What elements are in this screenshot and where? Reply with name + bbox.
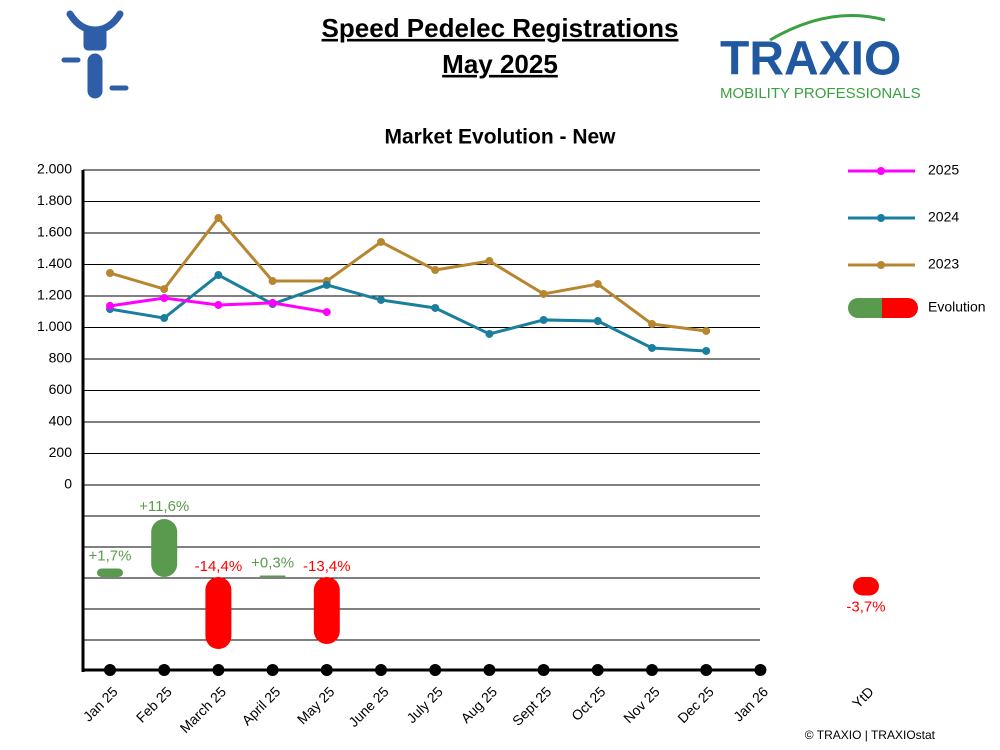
- series-point: [702, 326, 711, 335]
- series-point: [539, 315, 548, 324]
- logo: TRAXIO: [720, 33, 901, 86]
- series-point: [322, 308, 331, 317]
- y-tick-label: 2.000: [37, 161, 72, 177]
- series-point: [106, 269, 114, 278]
- x-tick-dot: [320, 664, 333, 676]
- lower-grid: [83, 515, 760, 641]
- y-tick-label: 1.800: [37, 192, 72, 208]
- evolution-bar: [259, 575, 286, 577]
- x-tick-dot: [591, 664, 604, 676]
- evolution-bar: [205, 577, 232, 649]
- legend-dot: [877, 167, 885, 175]
- y-tick-label: 600: [49, 381, 73, 397]
- series-point: [648, 343, 656, 352]
- series-point: [377, 237, 385, 246]
- series-point: [322, 280, 331, 289]
- page-subtitle: May 2025: [442, 49, 558, 79]
- evolution-label: +11,6%: [139, 498, 189, 515]
- legend-label: 2025: [928, 162, 959, 178]
- series-point: [702, 346, 711, 355]
- footer: © TRAXIO | TRAXIOstat: [805, 728, 936, 742]
- x-tick-dot: [646, 664, 658, 676]
- ytd-bar: [853, 577, 879, 596]
- y-tick-label: 400: [49, 413, 73, 429]
- legend-swatch: [872, 298, 918, 318]
- logo-swoosh: [769, 14, 886, 42]
- y-tick-label: 800: [49, 350, 73, 366]
- series-point: [268, 298, 277, 307]
- series-point: [214, 271, 223, 280]
- series-point: [377, 295, 385, 304]
- logo-tagline: MOBILITY PROFESSIONALS: [720, 85, 921, 102]
- page-title: Speed Pedelec Registrations: [322, 13, 679, 43]
- series-point: [431, 303, 440, 312]
- series-point: [160, 314, 169, 323]
- x-tick-dot: [212, 664, 225, 676]
- legend-dot: [877, 214, 885, 222]
- x-tick-dot: [104, 664, 116, 676]
- x-tick-dot: [429, 664, 442, 676]
- chart-title: Market Evolution - New: [384, 126, 616, 149]
- x-tick-dot: [537, 664, 550, 676]
- scooter-icon: [61, 10, 129, 99]
- series-point: [485, 257, 494, 266]
- x-tick-dot: [754, 664, 767, 676]
- x-tick-dot: [483, 664, 496, 676]
- y-tick-label: 1.600: [37, 224, 72, 240]
- x-tick-dot: [266, 664, 279, 676]
- legend-label: 2023: [928, 256, 959, 272]
- ytd-label: -3,7%: [846, 598, 885, 615]
- series-point: [160, 285, 169, 294]
- legend-swatch: [870, 298, 882, 318]
- evolution-label: +0,3%: [251, 554, 294, 571]
- x-tick-dot: [375, 664, 387, 676]
- series-point: [648, 320, 656, 329]
- series-point: [593, 317, 602, 326]
- evolution-bar: [313, 577, 340, 644]
- series-point: [214, 214, 223, 223]
- x-tick-dot: [700, 664, 713, 676]
- evolution-bar: [151, 519, 178, 577]
- series-point: [485, 329, 494, 338]
- legend-label: Evolution: [928, 299, 986, 315]
- evolution-label: +1,7%: [89, 547, 132, 564]
- legend-label: 2024: [928, 209, 959, 225]
- series-point: [593, 280, 602, 289]
- series-point: [268, 277, 277, 286]
- legend-dot: [877, 261, 885, 269]
- series-point: [214, 300, 223, 309]
- evolution-label: -14,4%: [195, 558, 243, 575]
- evolution-label: -13,4%: [303, 558, 351, 575]
- series-line: [109, 215, 707, 333]
- y-tick-label: 0: [64, 476, 72, 492]
- x-tick-dot: [158, 664, 171, 676]
- y-tick-label: 1.200: [37, 287, 72, 303]
- y-tick-label: 1.400: [37, 255, 72, 271]
- y-tick-label: 200: [49, 444, 73, 460]
- series-point: [431, 266, 440, 275]
- series-point: [106, 301, 114, 310]
- series-point: [539, 289, 548, 298]
- y-tick-label: 1.000: [37, 318, 72, 334]
- series-line: [109, 273, 707, 353]
- evolution-bar: [97, 568, 123, 577]
- series-point: [160, 294, 169, 303]
